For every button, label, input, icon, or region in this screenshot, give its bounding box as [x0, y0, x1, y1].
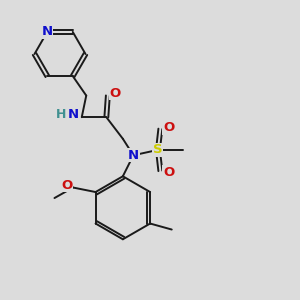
Text: O: O [110, 87, 121, 100]
Text: O: O [61, 178, 73, 192]
Text: N: N [128, 149, 139, 162]
Text: S: S [153, 143, 163, 156]
Text: N: N [42, 26, 53, 38]
Text: H: H [56, 108, 66, 121]
Text: O: O [163, 121, 174, 134]
Text: N: N [68, 108, 79, 121]
Text: O: O [163, 166, 174, 179]
